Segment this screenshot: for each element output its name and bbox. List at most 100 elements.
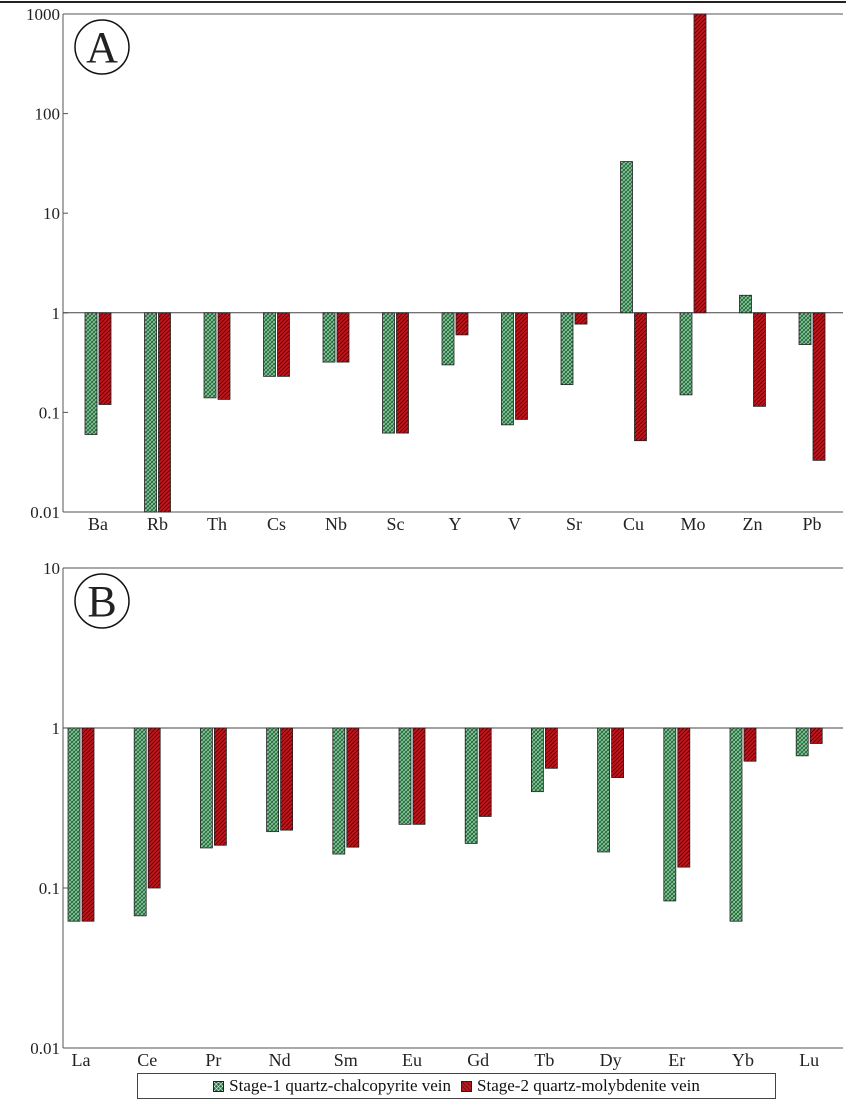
panel-label-a: A: [86, 23, 118, 72]
legend-label-series1: Stage-1 quartz-chalcopyrite vein: [229, 1076, 452, 1095]
bar-b-tb-series2: [545, 727, 558, 769]
x-tick-label-a-pb: Pb: [802, 514, 821, 534]
bar-b-yb-series2: [743, 727, 757, 762]
x-tick-label-b-pr: Pr: [205, 1050, 221, 1070]
bar-a-pb-series1: [798, 312, 812, 345]
bar-a-v-series2: [515, 312, 528, 420]
x-tick-label-a-v: V: [508, 514, 521, 534]
bar-a-mo-series2: [693, 13, 707, 314]
x-tick-label-b-lu: Lu: [799, 1050, 819, 1070]
bar-b-nd-series1: [266, 727, 280, 833]
legend: Stage-1 quartz-chalcopyrite vein Stage-2…: [137, 1073, 776, 1099]
x-tick-label-b-tb: Tb: [534, 1050, 554, 1070]
x-tick-label-b-sm: Sm: [334, 1050, 358, 1070]
y-tick-label-a-5: 1000: [26, 5, 60, 24]
bar-b-la-series2: [81, 727, 95, 922]
legend-item-series1: Stage-1 quartz-chalcopyrite vein: [213, 1076, 451, 1096]
legend-swatch-series2: [461, 1080, 473, 1092]
legend-swatch-series1: [213, 1080, 225, 1092]
y-tick-label-b-1: 0.1: [39, 879, 60, 898]
x-tick-label-b-gd: Gd: [467, 1050, 489, 1070]
x-tick-label-a-cu: Cu: [623, 514, 644, 534]
bar-a-cs-series2: [277, 312, 290, 377]
y-tick-label-a-0: 0.01: [30, 503, 60, 522]
bar-b-la-series1: [67, 727, 81, 922]
bar-a-cu-series1: [620, 161, 633, 314]
bar-a-zn-series1: [739, 294, 752, 314]
x-tick-label-a-cs: Cs: [267, 514, 286, 534]
x-tick-label-b-ce: Ce: [137, 1050, 157, 1070]
bar-a-cu-series2: [634, 312, 647, 442]
bar-b-lu-series1: [795, 727, 809, 757]
bar-b-er-series1: [663, 727, 677, 902]
bar-b-tb-series1: [531, 727, 544, 793]
panel-label-circle-a: [74, 19, 130, 75]
bar-b-nd-series2: [280, 727, 294, 831]
x-tick-label-b-eu: Eu: [402, 1050, 422, 1070]
bar-a-sc-series1: [382, 312, 395, 434]
bar-b-gd-series1: [464, 727, 478, 844]
panel-a: 0.01 0.1 1 10 100 1000 Ba Rb Th Cs Nb Sc Y V Sr Cu Mo Zn P…: [26, 5, 843, 534]
x-tick-label-a-rb: Rb: [147, 514, 168, 534]
bar-a-sr-series1: [560, 312, 574, 386]
x-tick-label-b-dy: Dy: [600, 1050, 622, 1070]
x-tick-label-a-y: Y: [449, 514, 462, 534]
bar-b-dy-series1: [597, 727, 610, 853]
bar-b-dy-series2: [611, 727, 624, 778]
bar-a-th-series1: [203, 312, 217, 399]
y-tick-label-a-2: 1: [52, 304, 61, 323]
bar-a-ba-series1: [84, 312, 98, 435]
x-tick-label-a-th: Th: [207, 514, 227, 534]
bar-a-nb-series1: [322, 312, 336, 363]
bar-a-zn-series2: [753, 312, 766, 407]
x-tick-label-a-nb: Nb: [325, 514, 347, 534]
bar-b-sm-series2: [346, 727, 360, 848]
bar-b-eu-series2: [412, 727, 426, 825]
y-tick-label-a-3: 10: [43, 204, 60, 223]
x-tick-label-b-la: La: [72, 1050, 91, 1070]
panel-label-circle-b: [74, 573, 130, 629]
bar-a-sc-series2: [396, 312, 409, 434]
bar-a-nb-series2: [336, 312, 350, 363]
bar-a-pb-series2: [812, 312, 826, 461]
x-tick-label-a-sr: Sr: [566, 514, 582, 534]
x-tick-label-a-sc: Sc: [387, 514, 405, 534]
bar-b-eu-series1: [398, 727, 412, 825]
bar-a-rb-series2: [158, 312, 171, 513]
bar-a-y-series2: [455, 312, 469, 336]
bar-a-ba-series2: [98, 312, 112, 405]
bar-b-lu-series2: [809, 727, 823, 744]
y-tick-label-b-0: 0.01: [30, 1039, 60, 1058]
panel-b: 0.01 0.1 1 10 La Ce Pr Nd Sm Eu Gd Tb Dy Er Yb Lu B: [30, 559, 843, 1070]
x-tick-label-a-mo: Mo: [680, 514, 705, 534]
bar-b-ce-series1: [133, 727, 147, 917]
bar-a-th-series2: [217, 312, 231, 400]
bar-b-pr-series2: [213, 727, 227, 846]
bar-a-y-series1: [441, 312, 455, 366]
y-tick-label-a-1: 0.1: [39, 403, 60, 422]
bar-b-gd-series2: [478, 727, 492, 817]
legend-item-series2: Stage-2 quartz-molybdenite vein: [461, 1076, 700, 1096]
bar-b-yb-series1: [729, 727, 743, 922]
y-tick-label-a-4: 100: [35, 105, 61, 124]
x-tick-label-a-ba: Ba: [88, 514, 108, 534]
panel-label-b: B: [87, 577, 116, 626]
bar-b-sm-series1: [332, 727, 346, 855]
bar-b-ce-series2: [147, 727, 161, 889]
x-tick-label-a-zn: Zn: [743, 514, 763, 534]
bar-a-cs-series1: [263, 312, 276, 377]
bar-b-pr-series1: [199, 727, 213, 849]
legend-label-series2: Stage-2 quartz-molybdenite vein: [477, 1076, 700, 1095]
bar-a-mo-series1: [679, 312, 693, 396]
bar-a-sr-series2: [574, 312, 588, 325]
bar-b-er-series2: [677, 727, 691, 868]
x-tick-label-b-yb: Yb: [732, 1050, 754, 1070]
y-tick-label-b-3: 10: [43, 559, 60, 578]
x-tick-label-b-nd: Nd: [269, 1050, 291, 1070]
bar-a-v-series1: [501, 312, 514, 426]
y-tick-label-b-2: 1: [52, 719, 61, 738]
x-tick-label-b-er: Er: [668, 1050, 685, 1070]
bar-a-rb-series1: [144, 312, 157, 513]
